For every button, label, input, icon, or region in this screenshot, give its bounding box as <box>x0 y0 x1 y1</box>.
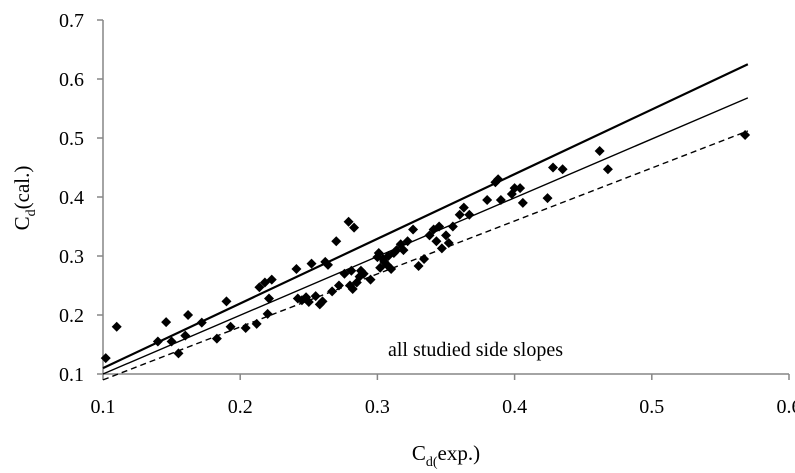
data-point <box>391 245 402 256</box>
y-tick-label: 0.4 <box>59 187 84 209</box>
data-point <box>347 284 358 295</box>
data-point <box>100 353 111 364</box>
data-point <box>310 291 321 302</box>
data-point <box>506 189 517 200</box>
data-point <box>180 330 191 341</box>
data-point <box>358 268 369 279</box>
data-point <box>454 209 465 220</box>
data-point <box>173 348 184 359</box>
x-tick-label: 0.5 <box>639 396 664 418</box>
data-point <box>196 317 207 328</box>
data-point <box>482 194 493 205</box>
y-axis-title-subscript: d <box>24 209 39 216</box>
data-point <box>447 221 458 232</box>
x-tick-label: 0.4 <box>502 396 527 418</box>
data-point <box>346 265 357 276</box>
data-point <box>327 286 338 297</box>
data-point <box>373 248 384 259</box>
data-point <box>424 230 435 241</box>
x-tick-label: 0.2 <box>228 396 253 418</box>
y-tick-label: 0.5 <box>59 128 84 150</box>
data-point <box>333 280 344 291</box>
data-point <box>111 321 122 332</box>
data-point <box>548 162 559 173</box>
data-point <box>254 282 265 293</box>
data-point <box>166 336 177 347</box>
data-point <box>303 297 314 308</box>
y-tick-label: 0.7 <box>59 10 84 32</box>
data-point <box>323 259 334 270</box>
data-point <box>331 236 342 247</box>
data-point <box>434 221 445 232</box>
data-point <box>240 322 251 333</box>
data-point <box>419 253 430 264</box>
x-tick-label: 0.1 <box>91 396 116 418</box>
data-point <box>402 236 413 247</box>
data-point <box>431 236 442 247</box>
y-tick-label: 0.1 <box>59 364 84 386</box>
data-point <box>495 194 506 205</box>
data-point <box>515 183 526 194</box>
data-point <box>557 164 568 175</box>
y-axis-title-main: C <box>10 216 34 230</box>
y-axis-title: Cd(cal.) <box>10 166 39 231</box>
data-point <box>441 230 451 241</box>
data-point <box>306 258 317 269</box>
y-axis-ticks: 0.1 0.2 0.3 0.4 0.5 0.6 0.7 <box>59 10 103 386</box>
x-axis-title: Cd(exp.) <box>412 441 480 470</box>
data-point <box>542 193 553 204</box>
x-axis-title-subscript: d( <box>426 455 438 470</box>
data-point <box>211 333 222 344</box>
plot-area: 0.1 0.2 0.3 0.4 0.5 0.6 0.1 0.2 0.3 0.4 0.5 0.6 0.7… <box>59 10 795 418</box>
y-axis-title-rest: (cal.) <box>10 166 34 210</box>
data-point <box>221 296 232 307</box>
data-point <box>343 216 354 227</box>
x-axis-ticks: 0.1 0.2 0.3 0.4 0.5 0.6 <box>91 374 795 418</box>
x-axis-title-rest: exp.) <box>438 441 481 465</box>
y-tick-label: 0.3 <box>59 246 84 268</box>
data-point <box>251 318 262 329</box>
x-tick-label: 0.6 <box>777 396 795 418</box>
data-point <box>183 310 194 320</box>
data-point <box>413 261 424 272</box>
data-point <box>264 293 275 304</box>
data-point <box>262 308 273 319</box>
data-point <box>408 224 419 235</box>
data-point <box>291 263 302 274</box>
data-point <box>509 183 520 194</box>
data-point <box>517 197 528 208</box>
data-point <box>436 243 447 254</box>
data-point <box>464 209 475 220</box>
y-tick-label: 0.2 <box>59 305 84 327</box>
data-point <box>493 174 504 185</box>
data-point <box>349 222 360 233</box>
data-point <box>266 274 277 285</box>
data-points <box>100 130 751 364</box>
data-point <box>365 274 376 285</box>
fit-line-solid-thick <box>102 63 749 370</box>
data-point <box>386 263 397 274</box>
x-tick-label: 0.3 <box>365 396 390 418</box>
data-point <box>443 238 454 249</box>
y-tick-label: 0.6 <box>59 69 84 91</box>
x-axis-title-main: C <box>412 441 426 465</box>
data-point <box>317 296 328 307</box>
data-point <box>161 317 172 328</box>
data-point <box>740 130 751 141</box>
fit-lines <box>102 63 749 381</box>
chart-annotation: all studied side slopes <box>388 339 563 361</box>
data-point <box>602 164 613 175</box>
data-point <box>225 321 236 332</box>
data-point <box>458 202 469 213</box>
data-point <box>152 336 163 347</box>
data-point <box>398 245 409 256</box>
data-point <box>594 145 605 156</box>
